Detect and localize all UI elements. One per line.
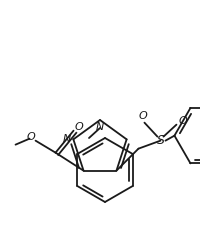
Text: N: N bbox=[63, 134, 71, 144]
Text: O: O bbox=[74, 122, 83, 132]
Text: O: O bbox=[26, 132, 35, 142]
Text: O: O bbox=[137, 111, 146, 121]
Text: S: S bbox=[156, 134, 164, 147]
Text: N: N bbox=[95, 122, 104, 132]
Text: O: O bbox=[177, 116, 186, 126]
